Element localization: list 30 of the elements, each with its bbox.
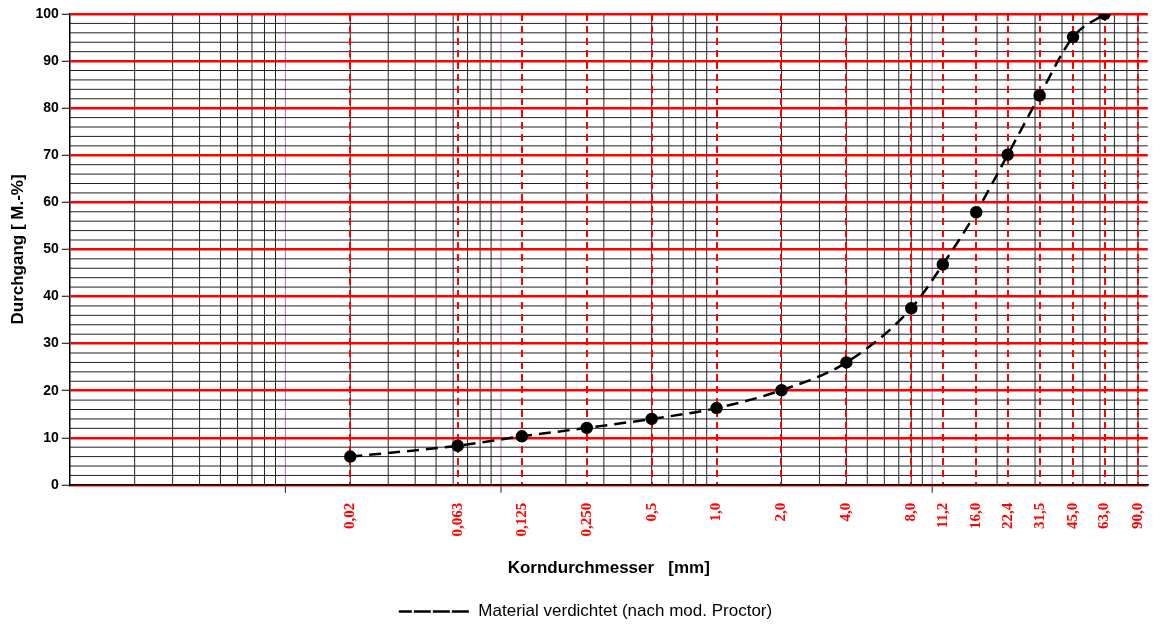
x-tick-label: 31,5 [1030, 502, 1047, 530]
x-tick-label: 4,0 [837, 502, 854, 522]
x-tick-label: 1,0 [707, 502, 724, 522]
y-axis-title: Durchgang [ M.-%] [7, 174, 27, 325]
x-tick-label: 45,0 [1063, 502, 1080, 530]
y-tick-label: 60 [43, 193, 59, 210]
x-tick-label: 0,125 [512, 502, 529, 537]
x-tick-label: 22,4 [998, 502, 1015, 530]
x-tick-label: 2,0 [772, 502, 789, 522]
y-tick-label: 0 [50, 475, 59, 492]
x-tick-label: 0,5 [642, 502, 659, 522]
y-tick-label: 70 [43, 146, 59, 163]
x-tick-label: 0,250 [577, 502, 594, 537]
x-tick-label: 90,0 [1128, 502, 1145, 530]
x-tick-label: 8,0 [902, 502, 919, 522]
y-tick-label: 90 [43, 51, 59, 68]
y-tick-label: 80 [43, 99, 59, 116]
x-tick-label: 0,063 [448, 502, 465, 537]
x-tick-label: 11,2 [933, 502, 950, 529]
x-tick-label: 16,0 [967, 502, 984, 530]
legend-label: Material verdichtet (nach mod. Proctor) [478, 601, 773, 621]
y-tick-label: 20 [43, 381, 59, 398]
x-axis-title: Korndurchmesser [mm] [507, 558, 710, 578]
y-tick-label: 30 [43, 334, 59, 351]
x-tick-label: 63,0 [1095, 502, 1112, 530]
y-tick-label: 100 [35, 4, 59, 21]
y-tick-label: 10 [43, 428, 59, 445]
x-tick-label: 0,02 [341, 502, 358, 530]
y-tick-label: 50 [43, 240, 59, 257]
y-tick-label: 40 [43, 287, 59, 304]
